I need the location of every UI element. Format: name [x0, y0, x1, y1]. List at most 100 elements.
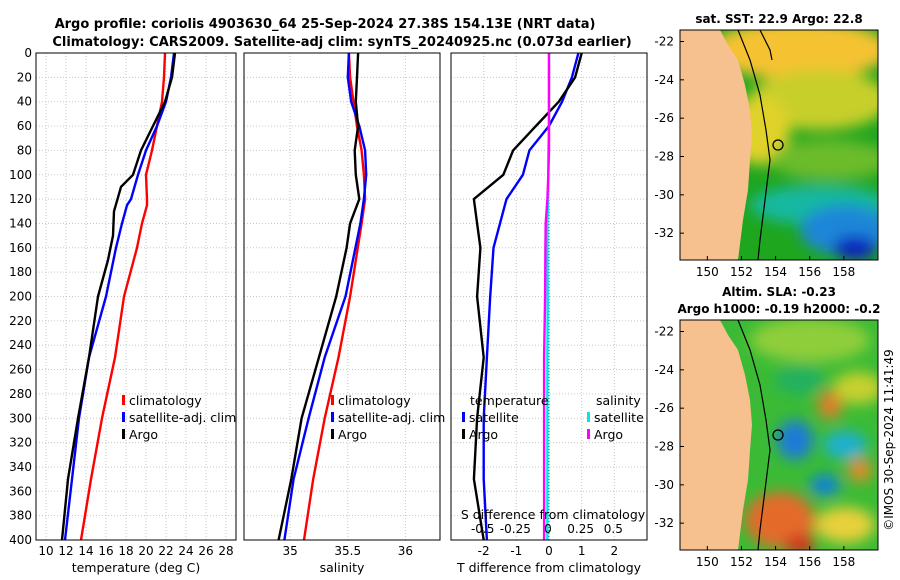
y-tick-label: 220: [9, 314, 32, 328]
series-satellite-adj-clim: [283, 52, 368, 541]
x-tick-label: 0: [545, 544, 553, 558]
y-tick-label: 0: [24, 46, 32, 60]
profile-panel-2: 35 35.5 36 salinity: [243, 52, 441, 575]
map-y-tick-label: -22: [654, 35, 674, 49]
legend-swatch: [331, 429, 334, 439]
map-x-tick-label: 156: [798, 555, 821, 569]
sla-map-axes: 150 152 154 156 158 -22 -24 -26 -28 -30 -32: [654, 325, 855, 570]
map-y-tick-label: -28: [654, 150, 674, 164]
profile-panel-3: -2 -1 0 1 2 T difference from climatology S di…: [450, 52, 648, 575]
legend-label: climatology: [338, 393, 411, 408]
figure-title-line2: Climatology: CARS2009. Satellite-adj cli…: [52, 35, 631, 50]
legend-swatch: [331, 412, 334, 422]
y-tick-label: 340: [9, 460, 32, 474]
legend-label: Argo: [469, 427, 498, 442]
sla-isobath: [737, 320, 771, 550]
x-axis-label: temperature (deg C): [72, 560, 201, 575]
map-y-tick-label: -30: [654, 478, 674, 492]
map-x-tick-label: 158: [832, 555, 855, 569]
sst-map: [680, 30, 878, 260]
x-tick-label: 12: [58, 544, 73, 558]
y-tick-label: 20: [17, 70, 32, 84]
legend-swatch: [462, 429, 465, 439]
x-tick-label: 22: [158, 544, 173, 558]
legend-swatch: [331, 395, 334, 405]
x-tick-label: 35: [282, 544, 297, 558]
land-mask-sst: [680, 30, 752, 260]
map-x-tick-label: 158: [832, 265, 855, 279]
y-tick-label: 400: [9, 533, 32, 547]
map-y-tick-label: -22: [654, 325, 674, 339]
plot-frame: [450, 52, 648, 541]
y-tick-label: 140: [9, 216, 32, 230]
legend-swatch: [587, 412, 590, 422]
x-tick-label: 2: [611, 544, 619, 558]
y-tick-label: 160: [9, 241, 32, 255]
land-mask-sla: [680, 320, 752, 550]
difference-legend: temperature salinity satellite Argo satellit…: [462, 393, 644, 442]
series-salinity-argo: [542, 53, 551, 540]
legend-swatch: [462, 412, 465, 422]
map-y-tick-label: -28: [654, 440, 674, 454]
y-tick-label: 180: [9, 265, 32, 279]
y-tick-label: 200: [9, 290, 32, 304]
sla-map-title: Altim. SLA: -0.23: [722, 285, 836, 299]
legend-title-salinity: salinity: [596, 393, 641, 408]
plot-frame: [35, 52, 237, 541]
x-axis-label: T difference from climatology: [456, 560, 642, 575]
y-tick-label: 40: [17, 95, 32, 109]
sla-map-subtitle: Argo h1000: -0.19 h2000: -0.2: [677, 302, 880, 316]
legend-swatch: [122, 412, 125, 422]
legend-label: satellite: [469, 410, 519, 425]
y-tick-label: 120: [9, 192, 32, 206]
map-y-tick-label: -32: [654, 226, 674, 240]
y-tick-label: 80: [17, 143, 32, 157]
map-x-tick-label: 154: [764, 265, 787, 279]
map-x-tick-label: 150: [696, 265, 719, 279]
plot-frame: [243, 52, 441, 541]
map-x-tick-label: 152: [730, 555, 753, 569]
temperature-legend: climatology satellite-adj. clim Argo: [122, 393, 236, 442]
y-tick-label: 240: [9, 338, 32, 352]
s-tick-label: -0.5: [471, 522, 494, 536]
sst-isobath: [737, 30, 771, 260]
x-tick-label: 26: [198, 544, 213, 558]
series-temperature-satellite: [482, 52, 580, 541]
sst-map-title: sat. SST: 22.9 Argo: 22.8: [695, 12, 862, 26]
salinity-legend: climatology satellite-adj. clim Argo: [331, 393, 445, 442]
legend-label: Argo: [594, 427, 623, 442]
sla-argo-marker: [772, 429, 784, 441]
map-y-tick-label: -24: [654, 73, 674, 87]
legend-swatch: [122, 429, 125, 439]
y-tick-label: 280: [9, 387, 32, 401]
legend-swatch: [587, 429, 590, 439]
map-y-tick-label: -24: [654, 363, 674, 377]
map-y-tick-label: -26: [654, 111, 674, 125]
y-tick-label: 320: [9, 436, 32, 450]
s-tick-label: 0: [544, 522, 552, 536]
y-tick-label: 260: [9, 363, 32, 377]
legend-label: climatology: [129, 393, 202, 408]
y-tick-label: 380: [9, 509, 32, 523]
series-argo: [60, 52, 177, 541]
s-tick-label: -0.25: [500, 522, 531, 536]
sst-argo-marker: [772, 139, 784, 151]
legend-label: satellite: [594, 410, 644, 425]
x-tick-label: 20: [138, 544, 153, 558]
legend-label: satellite-adj. clim: [129, 410, 236, 425]
x-tick-label: 28: [218, 544, 233, 558]
map-y-tick-label: -32: [654, 516, 674, 530]
x-tick-label: 24: [178, 544, 193, 558]
s-tick-label: 0.5: [604, 522, 623, 536]
y-tick-label: 360: [9, 484, 32, 498]
s-axis-label: S difference from climatology: [461, 507, 646, 522]
map-x-tick-label: 154: [764, 555, 787, 569]
x-tick-label: 16: [98, 544, 113, 558]
legend-title-temperature: temperature: [470, 393, 549, 408]
map-y-tick-label: -30: [654, 188, 674, 202]
map-x-tick-label: 156: [798, 265, 821, 279]
legend-label: Argo: [338, 427, 367, 442]
x-tick-label: -1: [510, 544, 522, 558]
x-tick-label: 36: [398, 544, 413, 558]
